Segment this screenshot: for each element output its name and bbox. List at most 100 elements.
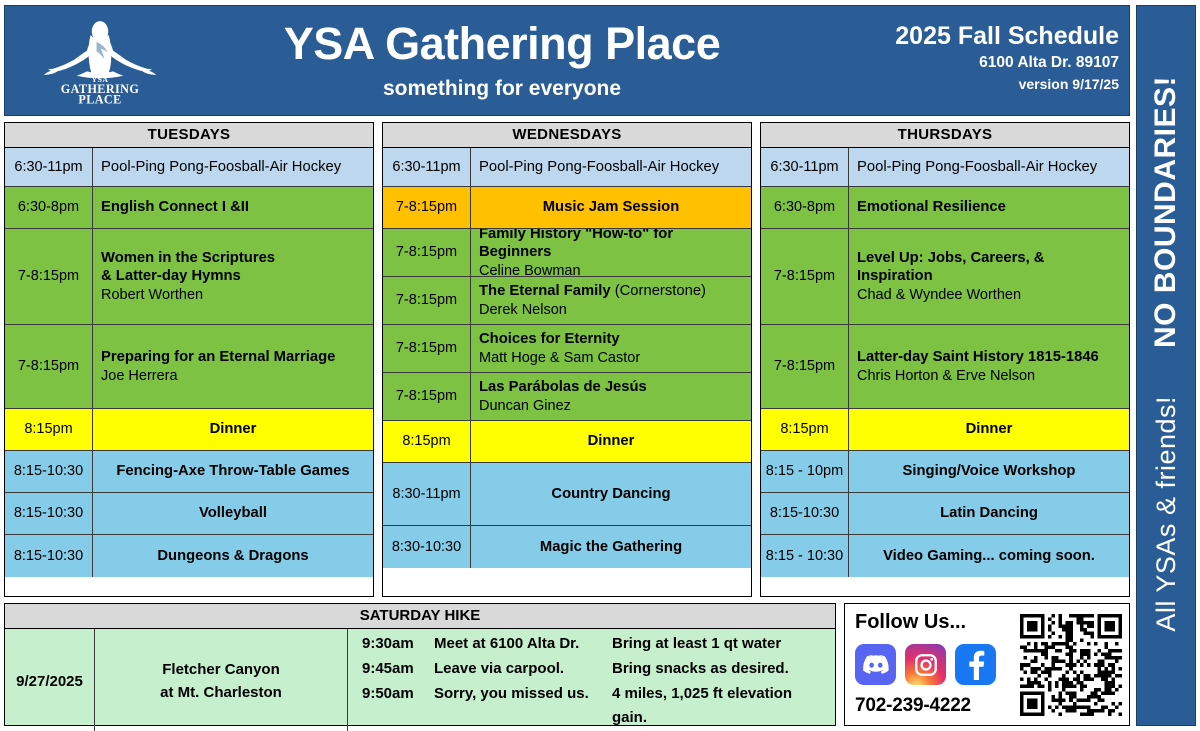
hike-location-line2: at Mt. Charleston <box>160 683 282 701</box>
schedule-row: 7-8:15pm Choices for Eternity Matt Hoge & … <box>383 325 751 373</box>
version-label: version 9/17/25 <box>1018 76 1119 92</box>
schedule-detail: Latter-day Saint History 1815-1846 Chris … <box>849 325 1129 408</box>
schedule-time: 6:30-11pm <box>383 148 471 186</box>
schedule-detail: Pool-Ping Pong-Foosball-Air Hockey <box>849 148 1129 186</box>
schedule-detail: Emotional Resilience <box>849 187 1129 228</box>
schedule-title: Latin Dancing <box>940 505 1038 522</box>
schedule-detail: Level Up: Jobs, Careers, & Inspiration Ch… <box>849 229 1129 324</box>
schedule-row: 8:15pm Dinner <box>5 409 373 451</box>
schedule-presenter: Matt Hoge & Sam Castor <box>479 349 641 366</box>
instagram-icon[interactable] <box>905 644 946 685</box>
schedule-time: 8:15pm <box>5 409 93 450</box>
schedule-detail: English Connect I &II <box>93 187 373 228</box>
logo-place-text: PLACE <box>78 92 121 106</box>
schedule-row: 8:15-10:30 Fencing-Axe Throw-Table Games <box>5 451 373 493</box>
schedule-time: 7-8:15pm <box>383 277 471 324</box>
hike-itinerary-line: 9:30am Meet at 6100 Alta Dr. Bring at leas… <box>362 632 825 657</box>
day-column-header: TUESDAYS <box>5 123 373 148</box>
schedule-title: Pool-Ping Pong-Foosball-Air Hockey <box>479 158 720 175</box>
hike-time: 9:50am <box>362 684 414 702</box>
follow-us-content: Follow Us... <box>855 608 1019 721</box>
discord-glyph <box>863 654 889 674</box>
hike-activity: Leave via carpool. <box>434 659 565 677</box>
facebook-icon[interactable] <box>955 644 996 685</box>
schedule-detail: Country Dancing <box>471 463 751 525</box>
page-title: YSA Gathering Place <box>283 18 721 70</box>
facebook-glyph <box>968 650 984 680</box>
phone-number: 702-239-4222 <box>855 695 971 716</box>
hike-location-line1: Fletcher Canyon <box>162 661 280 678</box>
schedule-row: 6:30-8pm English Connect I &II <box>5 187 373 229</box>
ysa-logo: YSA GATHERING PLACE <box>5 8 165 113</box>
hike-itinerary-line: 9:45am Leave via carpool. Bring snacks as … <box>362 657 825 682</box>
schedule-time: 6:30-8pm <box>5 187 93 228</box>
schedule-row: 8:15pm Dinner <box>383 421 751 463</box>
day-column-header: WEDNESDAYS <box>383 123 751 148</box>
schedule-row: 7-8:15pm Level Up: Jobs, Careers, & Inspi… <box>761 229 1129 325</box>
schedule-time: 7-8:15pm <box>5 325 93 408</box>
schedule-title: Dungeons & Dragons <box>157 547 309 564</box>
saturday-hike-heading: SATURDAY HIKE <box>5 604 835 629</box>
schedule-time: 8:30-10:30 <box>383 526 471 568</box>
page-tagline: something for everyone <box>382 76 622 100</box>
schedule-detail: Dinner <box>849 409 1129 450</box>
schedule-title: English Connect I &II <box>101 199 249 216</box>
hike-note: 4 miles, 1,025 ft elevation gain. <box>612 684 793 727</box>
title-block: YSA Gathering Place something for everyo… <box>165 20 879 101</box>
schedule-time: 7-8:15pm <box>383 325 471 372</box>
schedule-title: Dinner <box>587 433 635 450</box>
schedule-row: 8:30-11pm Country Dancing <box>383 463 751 526</box>
schedule-time: 8:15-10:30 <box>761 493 849 534</box>
schedule-row: 7-8:15pm Women in the Scriptures & Latter-… <box>5 229 373 325</box>
schedule-detail: Latin Dancing <box>849 493 1129 534</box>
hike-note: Bring snacks as desired. <box>612 659 789 677</box>
instagram-glyph <box>914 653 937 676</box>
schedule-title: Singing/Voice Workshop <box>902 463 1076 480</box>
day-column-tuesdays: TUESDAYS 6:30-11pm Pool-Ping Pong-Foosball… <box>4 122 374 597</box>
hike-itinerary-line: 9:50am Sorry, you missed us. 4 miles, 1,02… <box>362 682 825 731</box>
schedule-time: 8:15 - 10pm <box>761 451 849 492</box>
schedule-row: 8:15 - 10:30 Video Gaming... coming soon. <box>761 535 1129 577</box>
schedule-time: 8:15-10:30 <box>5 493 93 534</box>
schedule-time: 6:30-11pm <box>5 148 93 186</box>
schedule-row: 8:15-10:30 Volleyball <box>5 493 373 535</box>
schedule-presenter: Celine Bowman <box>479 262 581 276</box>
schedule-title-suffix: (Cornerstone) <box>610 283 706 300</box>
hike-date: 9/27/2025 <box>5 629 95 731</box>
day-columns: TUESDAYS 6:30-11pm Pool-Ping Pong-Foosball… <box>4 122 1130 597</box>
schedule-row: 7-8:15pm The Eternal Family (Cornerstone)… <box>383 277 751 325</box>
side-banner-headline: NO BOUNDARIES! <box>1149 76 1182 349</box>
logo-ysa-text: YSA <box>92 74 109 83</box>
day-column-wednesdays: WEDNESDAYS 6:30-11pm Pool-Ping Pong-Foosba… <box>382 122 752 597</box>
schedule-title: Preparing for an Eternal Marriage <box>101 349 336 366</box>
schedule-detail: Dungeons & Dragons <box>93 535 373 577</box>
schedule-season-label: 2025 Fall Schedule <box>895 22 1119 50</box>
schedule-title: Dinner <box>209 421 257 438</box>
schedule-title: Family History "How-to" for Beginners <box>479 229 674 261</box>
schedule-detail: Dinner <box>471 421 751 462</box>
discord-icon[interactable] <box>855 644 896 685</box>
schedule-row: 6:30-11pm Pool-Ping Pong-Foosball-Air Hoc… <box>383 148 751 187</box>
schedule-title: Fencing-Axe Throw-Table Games <box>116 463 350 480</box>
schedule-title: Emotional Resilience <box>857 199 1006 216</box>
schedule-title: Magic the Gathering <box>539 538 683 555</box>
hike-time: 9:45am <box>362 659 414 677</box>
schedule-title: Women in the Scriptures & Latter-day Hymn… <box>101 250 276 285</box>
schedule-detail: Preparing for an Eternal Marriage Joe Her… <box>93 325 373 408</box>
schedule-time: 6:30-11pm <box>761 148 849 186</box>
schedule-title: Dinner <box>965 421 1013 438</box>
schedule-title: Pool-Ping Pong-Foosball-Air Hockey <box>101 158 342 175</box>
hike-time: 9:30am <box>362 635 414 652</box>
schedule-row: 7-8:15pm Latter-day Saint History 1815-18… <box>761 325 1129 409</box>
side-banner-subline: All YSAs & friends! <box>1150 396 1181 632</box>
qr-code[interactable] <box>1019 608 1123 721</box>
schedule-time: 8:15pm <box>383 421 471 462</box>
schedule-row: 6:30-11pm Pool-Ping Pong-Foosball-Air Hoc… <box>761 148 1129 187</box>
header-meta: 2025 Fall Schedule 6100 Alta Dr. 89107 v… <box>879 22 1129 99</box>
schedule-detail: Las Parábolas de Jesús Duncan Ginez <box>471 373 751 420</box>
christus-figure-icon: YSA GATHERING PLACE <box>43 20 157 106</box>
schedule-detail: Magic the Gathering <box>471 526 751 568</box>
day-column-header: THURSDAYS <box>761 123 1129 148</box>
schedule-title: Volleyball <box>199 505 267 522</box>
schedule-detail: Volleyball <box>93 493 373 534</box>
